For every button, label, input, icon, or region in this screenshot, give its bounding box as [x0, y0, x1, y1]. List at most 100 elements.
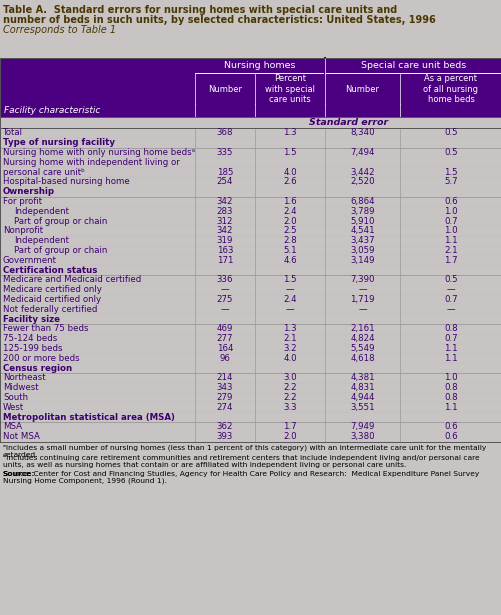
Bar — [0, 334, 501, 344]
Text: 4,541: 4,541 — [350, 226, 374, 236]
Text: 75-124 beds: 75-124 beds — [3, 334, 57, 343]
Text: Metropolitan statistical area (MSA): Metropolitan statistical area (MSA) — [3, 413, 174, 422]
Bar — [0, 128, 501, 138]
Bar — [0, 255, 501, 265]
Text: 319: 319 — [216, 236, 233, 245]
Text: Source: Center for Cost and Financing Studies, Agency for Health Care Policy and: Source: Center for Cost and Financing St… — [3, 470, 478, 484]
Text: Nursing home with independent living or: Nursing home with independent living or — [3, 158, 179, 167]
Text: 1.7: 1.7 — [443, 256, 457, 265]
Text: 2,161: 2,161 — [350, 324, 374, 333]
Text: 275: 275 — [216, 295, 233, 304]
Bar — [0, 148, 501, 157]
Text: For profit: For profit — [3, 197, 42, 206]
Text: South: South — [3, 393, 28, 402]
Text: 279: 279 — [216, 393, 233, 402]
Text: 214: 214 — [216, 373, 233, 383]
Text: 0.7: 0.7 — [443, 295, 457, 304]
Text: ᵃIncludes a small number of nursing homes (less than 1 percent of this category): ᵃIncludes a small number of nursing home… — [3, 445, 485, 458]
Text: 8,340: 8,340 — [350, 129, 374, 137]
Text: 0.5: 0.5 — [443, 129, 457, 137]
Text: Not MSA: Not MSA — [3, 432, 40, 441]
Text: 1.3: 1.3 — [283, 129, 296, 137]
Text: 0.8: 0.8 — [443, 383, 457, 392]
Bar — [0, 392, 501, 402]
Text: 0.5: 0.5 — [443, 148, 457, 157]
Text: number of beds in such units, by selected characteristics: United States, 1996: number of beds in such units, by selecte… — [3, 15, 435, 25]
Text: Midwest: Midwest — [3, 383, 39, 392]
Text: 2.1: 2.1 — [443, 246, 457, 255]
Bar — [0, 363, 501, 373]
Text: 0.8: 0.8 — [443, 324, 457, 333]
Bar — [0, 275, 501, 285]
Text: 3,442: 3,442 — [350, 168, 374, 177]
Text: 312: 312 — [216, 216, 233, 226]
Text: 4,944: 4,944 — [350, 393, 374, 402]
Text: 1.1: 1.1 — [443, 344, 457, 353]
Text: 1.1: 1.1 — [443, 403, 457, 412]
Text: 2.4: 2.4 — [283, 295, 296, 304]
Text: As a percent
of all nursing
home beds: As a percent of all nursing home beds — [423, 74, 477, 105]
Text: 200 or more beds: 200 or more beds — [3, 354, 80, 363]
Text: 2,520: 2,520 — [350, 177, 374, 186]
Text: 335: 335 — [216, 148, 233, 157]
Text: Standard error: Standard error — [308, 118, 387, 127]
Text: 5,910: 5,910 — [350, 216, 374, 226]
Bar — [0, 236, 501, 245]
Text: 4,381: 4,381 — [350, 373, 374, 383]
Text: Special care unit beds: Special care unit beds — [360, 62, 465, 71]
Text: —: — — [446, 305, 454, 314]
Bar — [0, 324, 501, 334]
Text: 96: 96 — [219, 354, 230, 363]
Text: 0.7: 0.7 — [443, 216, 457, 226]
Bar — [0, 207, 501, 216]
Text: 342: 342 — [216, 226, 233, 236]
Text: 3,789: 3,789 — [350, 207, 374, 216]
Text: 3,551: 3,551 — [350, 403, 374, 412]
Text: Medicare and Medicaid certified: Medicare and Medicaid certified — [3, 276, 141, 284]
Bar — [0, 285, 501, 295]
Text: Hospital-based nursing home: Hospital-based nursing home — [3, 177, 129, 186]
Text: 0.7: 0.7 — [443, 334, 457, 343]
Text: 2.1: 2.1 — [283, 334, 296, 343]
Text: 4.6: 4.6 — [283, 256, 296, 265]
Text: 3,149: 3,149 — [350, 256, 374, 265]
Bar — [0, 412, 501, 422]
Text: Corresponds to Table 1: Corresponds to Table 1 — [3, 25, 116, 35]
Bar — [0, 138, 501, 148]
Text: personal care unitᵇ: personal care unitᵇ — [3, 168, 85, 177]
Text: 7,949: 7,949 — [350, 423, 374, 431]
Text: 0.6: 0.6 — [443, 432, 457, 441]
Text: 185: 185 — [216, 168, 233, 177]
Bar — [0, 216, 501, 226]
Bar — [0, 226, 501, 236]
Text: —: — — [358, 285, 366, 294]
Text: 362: 362 — [216, 423, 233, 431]
Text: 5,549: 5,549 — [350, 344, 374, 353]
Text: 4,618: 4,618 — [350, 354, 374, 363]
Text: Northeast: Northeast — [3, 373, 46, 383]
Text: Certification status: Certification status — [3, 266, 97, 275]
Text: 125-199 beds: 125-199 beds — [3, 344, 63, 353]
Text: Medicare certified only: Medicare certified only — [3, 285, 102, 294]
Text: —: — — [446, 285, 454, 294]
Bar — [0, 354, 501, 363]
Bar — [0, 245, 501, 255]
Bar — [0, 265, 501, 275]
Text: Type of nursing facility: Type of nursing facility — [3, 138, 115, 147]
Text: 2.4: 2.4 — [283, 207, 296, 216]
Text: 164: 164 — [216, 344, 233, 353]
Text: 1.3: 1.3 — [283, 324, 296, 333]
Text: Not federally certified: Not federally certified — [3, 305, 97, 314]
Bar — [0, 167, 501, 177]
Text: —: — — [285, 285, 294, 294]
Text: 0.6: 0.6 — [443, 197, 457, 206]
Text: 368: 368 — [216, 129, 233, 137]
Text: 2.5: 2.5 — [283, 226, 296, 236]
Text: 343: 343 — [216, 383, 233, 392]
Text: 4.0: 4.0 — [283, 354, 296, 363]
Text: 274: 274 — [216, 403, 233, 412]
Text: 1.1: 1.1 — [443, 236, 457, 245]
Text: 283: 283 — [216, 207, 233, 216]
Text: 3.0: 3.0 — [283, 373, 296, 383]
Text: 5.1: 5.1 — [283, 246, 296, 255]
